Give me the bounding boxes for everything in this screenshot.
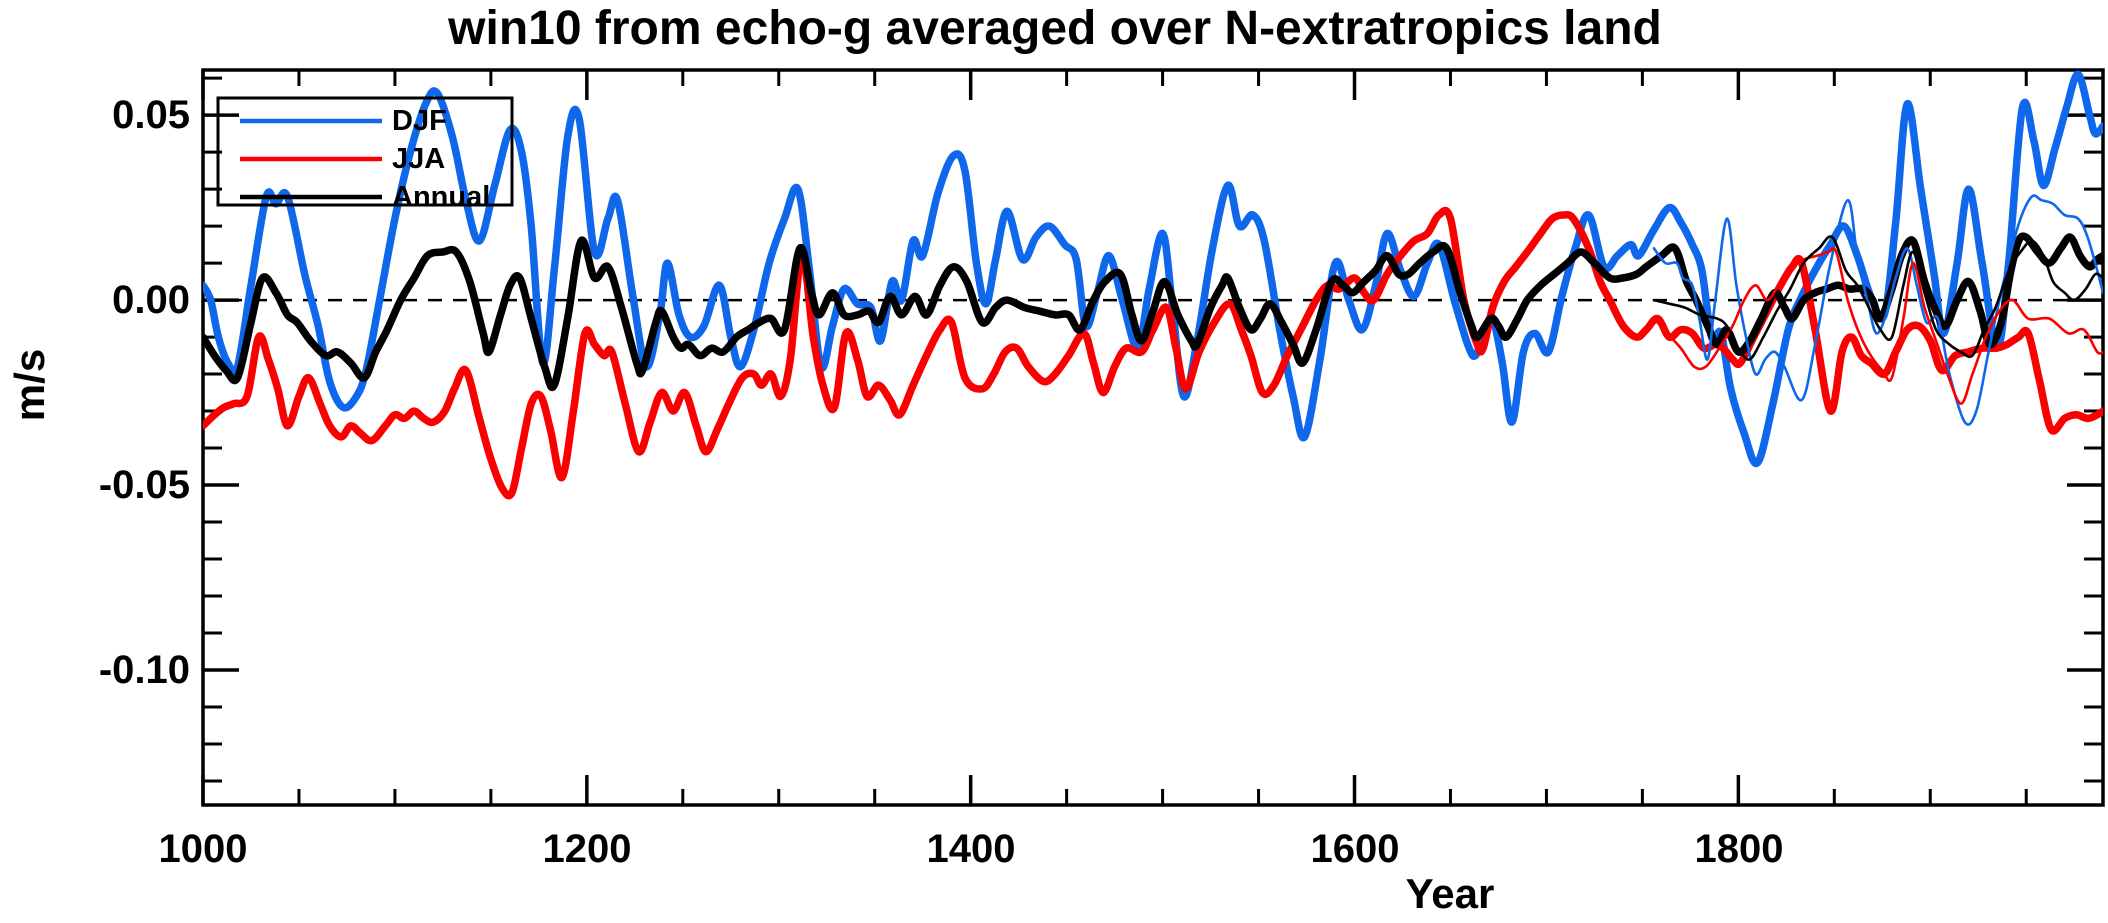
y-axis-title: m/s [6, 349, 53, 421]
plot-area [201, 68, 2105, 807]
chart-title: win10 from echo-g averaged over N-extrat… [447, 2, 1662, 55]
legend-label-jja: JJA [392, 143, 445, 175]
y-tick-label: 0.05 [112, 93, 190, 137]
series-djf [203, 70, 2103, 468]
x-tick-label: 1600 [1311, 827, 1400, 871]
y-tick-label: -0.05 [99, 463, 190, 507]
series-annual-thin [1652, 235, 2103, 361]
x-tick-label: 1400 [927, 827, 1016, 871]
legend-label-djf: DJF [392, 105, 447, 137]
series-annual [203, 232, 2103, 391]
plot-border [201, 68, 2105, 807]
y-tick-label: -0.10 [99, 648, 190, 692]
legend-box: DJF JJA Annual [216, 96, 514, 213]
x-axis-title: Year [1406, 870, 1495, 917]
legend-border [216, 96, 514, 207]
x-tick-label: 1800 [1695, 827, 1784, 871]
y-tick-label: 0.00 [112, 278, 190, 322]
legend-label-annual: Annual [392, 181, 490, 213]
series-jja-thin [1652, 247, 2103, 405]
x-tick-label: 1200 [543, 827, 632, 871]
series-djf-thin [1652, 194, 2103, 426]
x-tick-label: 1000 [159, 827, 248, 871]
